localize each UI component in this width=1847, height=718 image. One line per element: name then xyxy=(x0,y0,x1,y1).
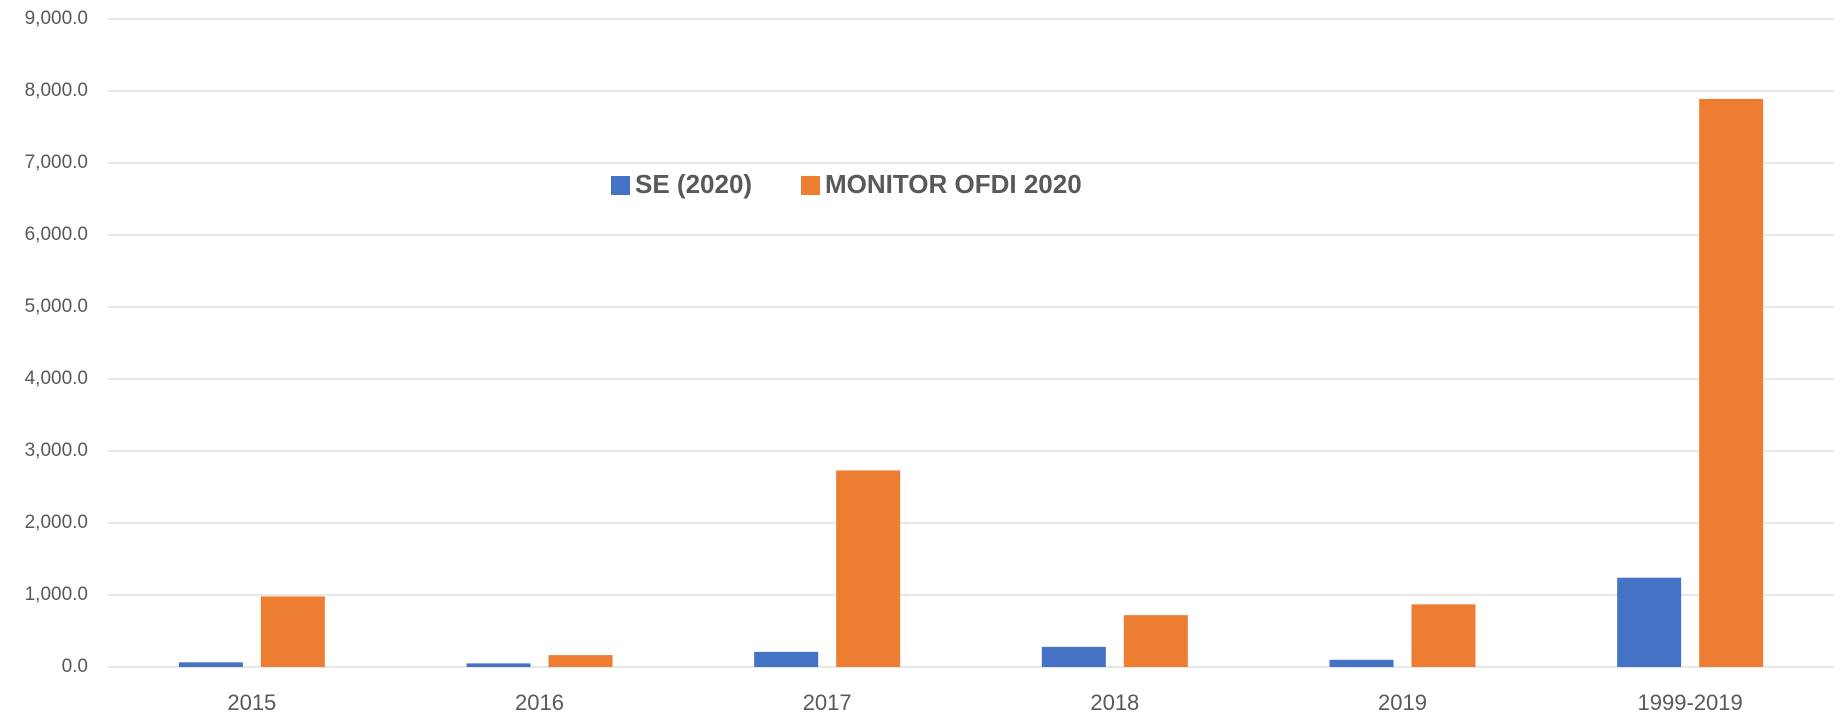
legend-label: MONITOR OFDI 2020 xyxy=(825,169,1082,199)
y-tick-label: 8,000.0 xyxy=(25,80,88,101)
x-tick-label: 2015 xyxy=(227,690,276,715)
bar xyxy=(1411,604,1476,667)
bar xyxy=(1329,659,1394,667)
y-tick-label: 2,000.0 xyxy=(25,512,88,533)
bar xyxy=(1041,646,1106,667)
bar xyxy=(466,663,531,667)
x-tick-label: 1999-2019 xyxy=(1638,690,1743,715)
y-tick-label: 7,000.0 xyxy=(25,152,88,173)
x-tick-label: 2019 xyxy=(1378,690,1427,715)
x-tick-label: 2016 xyxy=(515,690,564,715)
y-tick-label: 4,000.0 xyxy=(25,368,88,389)
y-tick-label: 0.0 xyxy=(62,656,88,677)
x-tick-label: 2017 xyxy=(803,690,852,715)
y-tick-label: 6,000.0 xyxy=(25,224,88,245)
y-tick-label: 5,000.0 xyxy=(25,296,88,317)
y-tick-label: 1,000.0 xyxy=(25,584,88,605)
bar xyxy=(1699,98,1764,668)
bar xyxy=(754,651,819,667)
bar xyxy=(836,470,901,667)
bar xyxy=(260,596,325,667)
bar xyxy=(548,655,613,667)
legend-swatch xyxy=(611,176,630,195)
y-tick-label: 9,000.0 xyxy=(25,8,88,29)
legend-label: SE (2020) xyxy=(635,169,752,199)
x-tick-label: 2018 xyxy=(1090,690,1139,715)
bar xyxy=(1123,615,1188,667)
bar xyxy=(178,662,243,667)
bar xyxy=(1617,577,1682,667)
y-tick-label: 3,000.0 xyxy=(25,440,88,461)
legend-swatch xyxy=(801,176,820,195)
